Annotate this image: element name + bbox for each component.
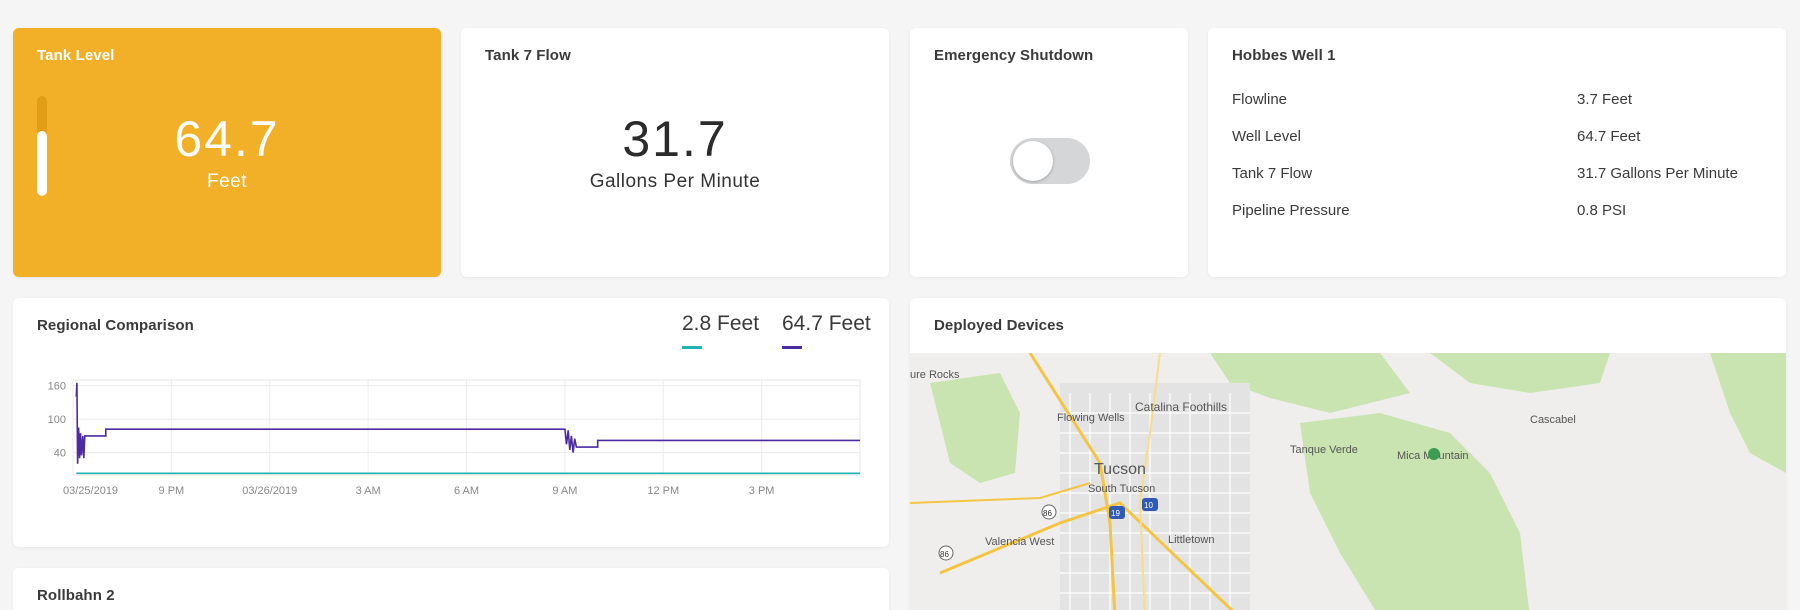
tank-flow-value: 31.7 [622,111,728,167]
chart-x-tick-label: 3 AM [356,485,381,497]
chart-series-line [75,382,860,464]
rollbahn-card: Rollbahn 2 [13,568,889,610]
route-shield-19: 19 [1109,506,1125,519]
chart-x-tick-label: 9 AM [552,485,577,497]
map-park-area [1210,353,1410,413]
regional-comparison-chart[interactable]: 03/25/2019 9 PM 03/26/2019 3 AM 6 AM 9 AM 12 P… [13,298,889,547]
hobbes-well-title: Hobbes Well 1 [1232,47,1336,64]
map-park-area [1300,413,1530,610]
map-label: South Tucson [1088,483,1155,495]
map-label: Catalina Foothills [1135,400,1227,414]
chart-y-tick-label: 40 [54,448,66,460]
chart-x-tick-label: 12 PM [647,485,679,497]
svg-text:19: 19 [1111,509,1120,518]
map-label: Tucson [1094,461,1146,478]
map-highway [1138,352,1161,610]
legend-label: 2.8 Feet [682,312,760,335]
tank-level-gauge-fill [37,131,47,196]
legend-item-purple[interactable]: 64.7 Feet [782,312,871,349]
tank-flow-card: Tank 7 Flow 31.7 Gallons Per Minute [461,28,889,277]
chart-y-tick-label: 160 [48,381,66,393]
well-row-key: Tank 7 Flow [1232,165,1313,182]
route-shield-86: 86 [1041,504,1057,520]
legend-swatch [682,346,702,349]
map-canvas[interactable]: ure Rocks Catalina Foothills Flowing Wel… [910,352,1786,610]
map-city-area [1060,383,1250,610]
devices-map[interactable]: ure Rocks Catalina Foothills Flowing Wel… [910,352,1786,610]
map-label: Valencia West [985,536,1054,548]
chart-y-tick-label: 100 [48,414,66,426]
map-label: Littletown [1168,534,1214,546]
regional-comparison-title: Regional Comparison [37,317,194,334]
map-highway [1028,352,1117,610]
map-label: Flowing Wells [1057,412,1125,424]
chart-x-tick-label: 03/26/2019 [242,485,297,497]
well-row-value: 0.8 PSI [1577,202,1627,219]
tank-level-gauge [37,96,47,196]
well-row-flowline: Flowline 3.7 Feet [1232,91,1766,111]
rollbahn-title: Rollbahn 2 [37,587,115,604]
well-row-pipeline-pressure: Pipeline Pressure 0.8 PSI [1232,202,1766,222]
well-row-value: 3.7 Feet [1577,91,1633,108]
legend-label: 64.7 Feet [782,312,871,335]
map-label: ure Rocks [910,369,960,381]
map-park-area [1710,353,1786,473]
hobbes-well-card: Hobbes Well 1 Flowline 3.7 Feet Well Lev… [1208,28,1786,277]
deployed-devices-title: Deployed Devices [934,317,1064,334]
chart-x-tick-label: 9 PM [159,485,185,497]
well-row-key: Well Level [1232,128,1301,145]
map-label: Cascabel [1530,414,1576,426]
map-park-marker [1428,448,1440,460]
map-label: Tanque Verde [1290,444,1358,456]
route-shield-10: 10 [1142,498,1158,511]
chart-x-tick-label: 6 AM [454,485,479,497]
legend-swatch [782,346,802,349]
tank-flow-unit: Gallons Per Minute [589,171,761,192]
tank-flow-title: Tank 7 Flow [485,47,571,64]
well-row-value: 64.7 Feet [1577,128,1641,145]
map-highway [939,501,1234,610]
well-row-key: Pipeline Pressure [1232,202,1350,219]
chart-x-tick-label: 3 PM [749,485,775,497]
emergency-shutdown-title: Emergency Shutdown [934,47,1094,64]
chart-x-tick-label: 03/25/2019 [63,485,118,497]
toggle-knob [1013,141,1053,181]
tank-level-title: Tank Level [37,47,115,64]
tank-level-card: Tank Level 64.7 Feet [13,28,441,277]
map-highway [910,482,1091,504]
map-park-area [930,373,1020,483]
emergency-shutdown-toggle[interactable] [1010,138,1090,184]
svg-text:86: 86 [1043,509,1052,518]
regional-comparison-card: Regional Comparison 2.8 Feet 64.7 Feet 0… [13,298,889,547]
well-row-well-level: Well Level 64.7 Feet [1232,128,1766,148]
route-shield-86b: 86 [938,545,954,561]
well-row-value: 31.7 Gallons Per Minute [1577,165,1738,182]
map-park-area [1430,353,1610,393]
legend-item-teal[interactable]: 2.8 Feet [682,312,760,349]
well-row-tank-flow: Tank 7 Flow 31.7 Gallons Per Minute [1232,165,1766,185]
deployed-devices-card: Deployed Devices ure Rocks Catalina Foot… [910,298,1786,610]
tank-level-value: 64.7 [174,111,280,167]
svg-text:86: 86 [940,550,949,559]
tank-level-unit: Feet [206,171,248,192]
well-row-key: Flowline [1232,91,1288,108]
svg-text:10: 10 [1144,501,1153,510]
emergency-shutdown-card: Emergency Shutdown [910,28,1188,277]
